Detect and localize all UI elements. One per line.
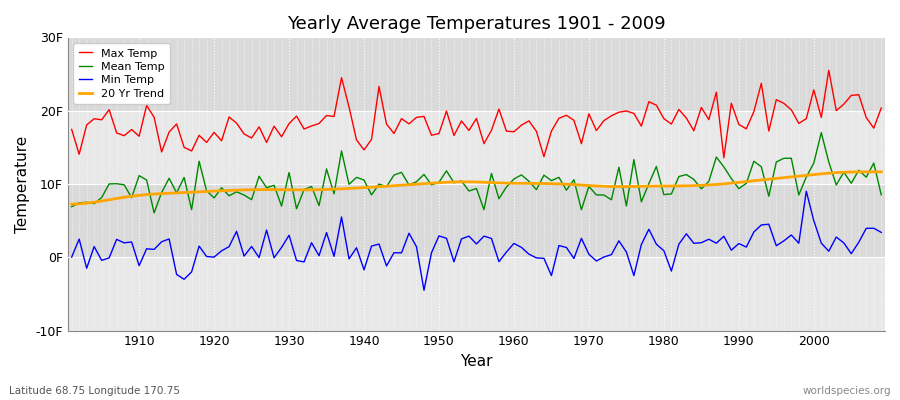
Min Temp <box>508 241 519 246</box>
20 Yr Trend <box>501 181 512 186</box>
Title: Yearly Average Temperatures 1901 - 2009: Yearly Average Temperatures 1901 - 2009 <box>287 15 666 33</box>
Bar <box>68 37 885 111</box>
Max Temp <box>336 75 346 80</box>
Min Temp <box>126 240 137 244</box>
Bar <box>68 111 885 184</box>
Mean Temp <box>344 182 355 187</box>
X-axis label: Year: Year <box>460 354 492 369</box>
20 Yr Trend <box>126 194 137 199</box>
20 Yr Trend <box>598 184 609 189</box>
Max Temp <box>126 127 137 132</box>
Min Temp <box>67 255 77 260</box>
Line: Max Temp: Max Temp <box>72 70 881 158</box>
Mean Temp <box>606 198 616 202</box>
Legend: Max Temp, Mean Temp, Min Temp, 20 Yr Trend: Max Temp, Mean Temp, Min Temp, 20 Yr Tre… <box>74 43 170 104</box>
Max Temp <box>67 127 77 132</box>
Min Temp <box>801 189 812 194</box>
Mean Temp <box>816 130 827 135</box>
Mean Temp <box>67 204 77 209</box>
Min Temp <box>418 288 429 293</box>
Min Temp <box>292 258 302 263</box>
Max Temp <box>598 118 609 123</box>
Y-axis label: Temperature: Temperature <box>15 135 30 232</box>
20 Yr Trend <box>292 188 302 192</box>
Mean Temp <box>148 210 159 215</box>
Mean Temp <box>516 172 526 177</box>
Min Temp <box>876 230 886 235</box>
Max Temp <box>876 106 886 110</box>
Mean Temp <box>299 187 310 192</box>
Mean Temp <box>876 192 886 197</box>
Max Temp <box>718 155 729 160</box>
Text: worldspecies.org: worldspecies.org <box>803 386 891 396</box>
20 Yr Trend <box>67 202 77 206</box>
20 Yr Trend <box>508 181 519 186</box>
Mean Temp <box>508 176 519 181</box>
Max Temp <box>508 129 519 134</box>
Bar <box>68 257 885 330</box>
20 Yr Trend <box>868 170 879 174</box>
Min Temp <box>336 214 346 219</box>
20 Yr Trend <box>336 186 346 191</box>
Max Temp <box>824 68 834 73</box>
20 Yr Trend <box>876 170 886 174</box>
Min Temp <box>516 245 526 250</box>
Line: Mean Temp: Mean Temp <box>72 133 881 213</box>
Mean Temp <box>126 195 137 200</box>
Text: Latitude 68.75 Longitude 170.75: Latitude 68.75 Longitude 170.75 <box>9 386 180 396</box>
Max Temp <box>501 129 512 134</box>
Min Temp <box>606 252 616 257</box>
Bar <box>68 184 885 257</box>
Line: 20 Yr Trend: 20 Yr Trend <box>72 172 881 204</box>
Max Temp <box>292 114 302 118</box>
Line: Min Temp: Min Temp <box>72 191 881 290</box>
